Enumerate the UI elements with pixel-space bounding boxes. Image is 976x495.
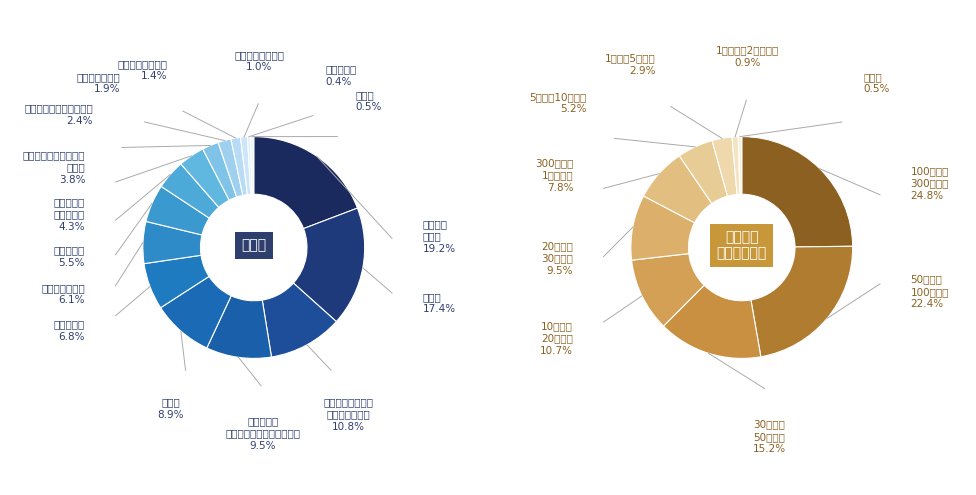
Wedge shape	[181, 149, 229, 207]
Text: 建設業
8.9%: 建設業 8.9%	[157, 397, 183, 420]
Wedge shape	[161, 276, 231, 348]
Text: 企業規模
（従業員数）: 企業規模 （従業員数）	[716, 230, 767, 260]
Wedge shape	[207, 296, 271, 358]
Text: 教育・学習支援業
1.4%: 教育・学習支援業 1.4%	[117, 59, 167, 81]
Text: 20人以上
30人未満
9.5%: 20人以上 30人未満 9.5%	[542, 241, 573, 276]
Text: 1千人以上2千人未満
0.9%: 1千人以上2千人未満 0.9%	[715, 46, 779, 68]
Text: 生活関連サービス業・
娯楽業
3.8%: 生活関連サービス業・ 娯楽業 3.8%	[22, 150, 85, 185]
Wedge shape	[643, 156, 712, 223]
Wedge shape	[738, 137, 742, 195]
Wedge shape	[679, 141, 727, 203]
Wedge shape	[203, 143, 236, 200]
Text: 学術研究・専門・
技術サービス業
10.8%: 学術研究・専門・ 技術サービス業 10.8%	[323, 397, 373, 432]
Text: その他
0.5%: その他 0.5%	[864, 72, 890, 95]
Text: その他
0.5%: その他 0.5%	[356, 90, 383, 112]
Text: 1人以上5人未満
2.9%: 1人以上5人未満 2.9%	[604, 53, 655, 76]
Wedge shape	[144, 255, 209, 308]
Text: 宿泊業・飲食サービス業
2.4%: 宿泊業・飲食サービス業 2.4%	[24, 103, 93, 126]
Text: 卸売業・
小売業
19.2%: 卸売業・ 小売業 19.2%	[423, 219, 456, 254]
Text: 50人以上
100人未満
22.4%: 50人以上 100人未満 22.4%	[911, 274, 949, 309]
Wedge shape	[742, 137, 853, 247]
Text: 製造業
17.4%: 製造業 17.4%	[423, 292, 456, 314]
Text: 医療・福祉
5.5%: 医療・福祉 5.5%	[54, 245, 85, 268]
Text: 複合サービス事業
1.0%: 複合サービス事業 1.0%	[234, 50, 284, 72]
Wedge shape	[263, 283, 337, 357]
Wedge shape	[732, 137, 740, 195]
Wedge shape	[250, 137, 254, 195]
Text: 5人以上10人未満
5.2%: 5人以上10人未満 5.2%	[529, 92, 587, 114]
Wedge shape	[161, 164, 219, 218]
Text: 運輸業・郵便業
6.1%: 運輸業・郵便業 6.1%	[41, 283, 85, 305]
Wedge shape	[218, 139, 243, 197]
Wedge shape	[294, 208, 365, 322]
Wedge shape	[231, 138, 247, 196]
Text: 情報通信業
6.8%: 情報通信業 6.8%	[54, 319, 85, 342]
Wedge shape	[631, 253, 705, 326]
Text: 金融業・保険業
1.9%: 金融業・保険業 1.9%	[77, 72, 121, 95]
Wedge shape	[712, 137, 737, 196]
Wedge shape	[240, 137, 251, 195]
Wedge shape	[146, 187, 209, 235]
Text: 100人以上
300人未満
24.8%: 100人以上 300人未満 24.8%	[911, 166, 949, 200]
Text: 業　種: 業 種	[241, 238, 266, 252]
Wedge shape	[751, 247, 853, 357]
Text: 30人以上
50人未満
15.2%: 30人以上 50人未満 15.2%	[752, 419, 786, 454]
Text: 10人以上
20人未満
10.7%: 10人以上 20人未満 10.7%	[540, 321, 573, 356]
Wedge shape	[630, 196, 695, 260]
Text: 農業・林業
0.4%: 農業・林業 0.4%	[326, 64, 357, 87]
Wedge shape	[142, 221, 202, 264]
Wedge shape	[254, 137, 357, 229]
Text: 300人以上
1千人未満
7.8%: 300人以上 1千人未満 7.8%	[535, 158, 573, 193]
Text: サービス業
（他に分類されないもの）
9.5%: サービス業 （他に分類されないもの） 9.5%	[225, 416, 301, 451]
Wedge shape	[664, 285, 761, 358]
Text: 不動産業・
物品賃貸業
4.3%: 不動産業・ 物品賃貸業 4.3%	[54, 197, 85, 232]
Wedge shape	[248, 137, 252, 195]
